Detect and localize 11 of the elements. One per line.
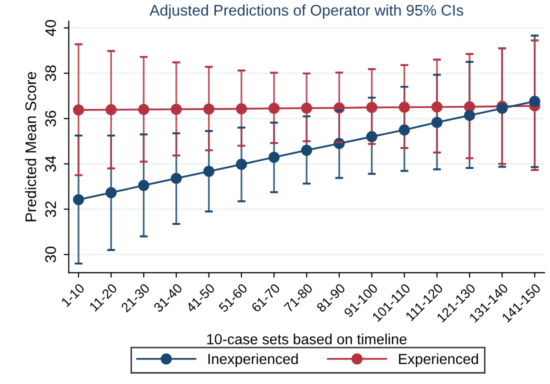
y-tick-label: 32 — [45, 201, 56, 218]
legend-label: Inexperienced — [208, 353, 298, 368]
y-axis-title: Predicted Mean Score — [24, 72, 36, 222]
legend-label: Experienced — [399, 353, 478, 368]
y-tick-label: 40 — [45, 20, 56, 36]
chart-title: Adjusted Predictions of Operator with 95% CIs — [150, 4, 464, 19]
y-tick-label: 30 — [45, 246, 56, 262]
y-tick-label: 36 — [45, 110, 56, 126]
y-tick-label: 38 — [45, 65, 56, 82]
y-tick-label: 34 — [45, 156, 56, 172]
x-axis-title: 10-case sets based on timeline — [207, 334, 407, 344]
